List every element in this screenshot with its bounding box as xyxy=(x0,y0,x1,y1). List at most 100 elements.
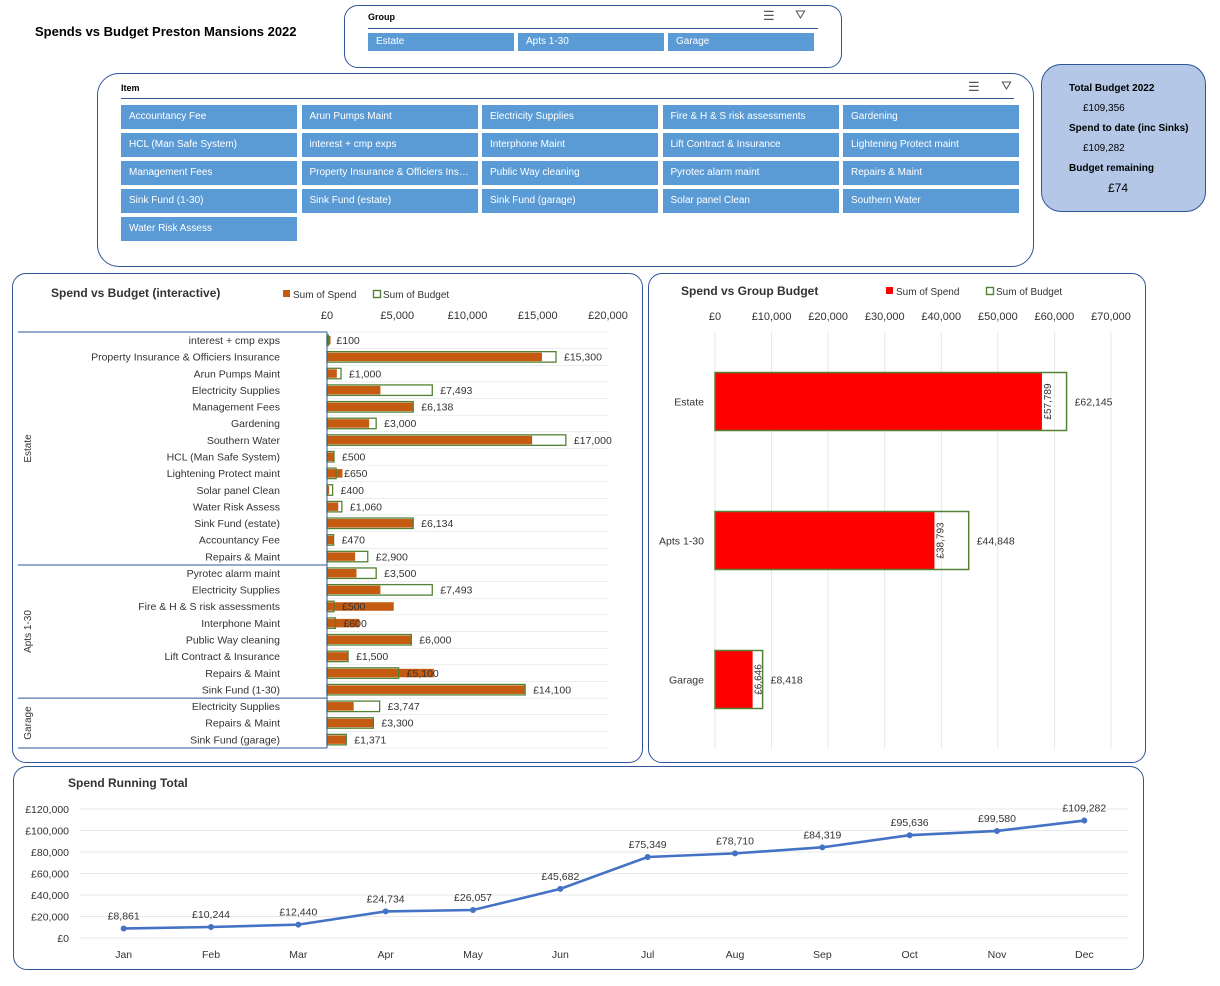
item-slicer-item-lift-contract-insurance[interactable]: Lift Contract & Insurance xyxy=(662,133,839,157)
data-label: £470 xyxy=(342,535,366,547)
budget-data-label: £62,145 xyxy=(1075,397,1113,409)
category-label: Lightening Protect maint xyxy=(167,468,280,480)
spend-data-label: £6,646 xyxy=(754,664,765,695)
item-slicer-item-interphone-maint[interactable]: Interphone Maint xyxy=(482,133,658,157)
y-tick-label: £0 xyxy=(57,933,69,945)
data-label: £24,734 xyxy=(367,893,405,905)
x-tick-label: £15,000 xyxy=(518,310,558,322)
data-label: £6,000 xyxy=(419,635,451,647)
category-label: Repairs & Maint xyxy=(205,551,280,563)
category-label: Gardening xyxy=(231,418,280,430)
spend-bar xyxy=(327,352,542,362)
item-slicer-item-hcl-man-safe-system[interactable]: HCL (Man Safe System) xyxy=(121,133,297,157)
category-label: Property Insurance & Officiers Insurance xyxy=(91,352,280,364)
category-label: Repairs & Maint xyxy=(205,668,280,680)
spend-running-total-plot: £0 £20,000 £40,000 £60,000 £80,000 £100,000 £1… xyxy=(25,803,1128,961)
data-label: £84,319 xyxy=(803,829,841,841)
x-tick-label: Jul xyxy=(641,949,654,961)
item-slicer-item-arun-pumps-maint[interactable]: Arun Pumps Maint xyxy=(301,105,478,129)
x-tick-label: Jun xyxy=(552,949,569,961)
spend-bar xyxy=(715,650,753,709)
item-slicer-item-sink-fund-estate[interactable]: Sink Fund (estate) xyxy=(301,189,478,213)
item-slicer-item-public-way-cleaning[interactable]: Public Way cleaning xyxy=(482,161,658,185)
data-label: £3,000 xyxy=(384,418,416,430)
item-slicer-item-gardening[interactable]: Gardening xyxy=(843,105,1019,129)
item-slicer-item-fire-h-s-risk-assessments[interactable]: Fire & H & S risk assessments xyxy=(662,105,839,129)
item-slicer-item-pyrotec-alarm-maint[interactable]: Pyrotec alarm maint xyxy=(662,161,839,185)
category-label: Electricity Supplies xyxy=(192,385,280,397)
item-slicer-item-solar-panel-clean[interactable]: Solar panel Clean xyxy=(662,189,839,213)
data-label: £8,861 xyxy=(108,910,140,922)
data-label: £3,747 xyxy=(388,701,420,713)
x-tick-label: Feb xyxy=(202,949,220,961)
x-tick-label: £10,000 xyxy=(448,310,488,322)
data-label: £17,000 xyxy=(574,435,612,447)
spend-bar xyxy=(327,419,370,428)
spend-bar xyxy=(327,519,414,528)
group-slicer-divider xyxy=(368,28,818,29)
data-label: £75,349 xyxy=(629,839,667,851)
spend-bar xyxy=(327,568,357,578)
data-point xyxy=(644,853,651,860)
item-slicer-item-water-risk-assess[interactable]: Water Risk Assess xyxy=(121,217,297,241)
item-slicer-header: Item xyxy=(121,83,140,93)
y-tick-label: £40,000 xyxy=(31,890,69,902)
data-label: £3,300 xyxy=(381,718,413,730)
data-point xyxy=(994,827,1000,834)
spend-bar xyxy=(715,372,1042,431)
total-budget-value: £109,356 xyxy=(1083,103,1125,114)
category-label: Sink Fund (garage) xyxy=(190,734,280,746)
x-tick-label: May xyxy=(463,949,484,961)
spend-running-total-chart: Spend Running Total £0 £20,000 £40,000 £60,… xyxy=(13,766,1144,970)
data-label: £500 xyxy=(342,451,366,463)
multi-select-icon[interactable]: ☰ xyxy=(763,8,775,23)
item-slicer-item-southern-water[interactable]: Southern Water xyxy=(843,189,1019,213)
category-label: interest + cmp exps xyxy=(189,335,280,347)
group-slicer-item-apts-1-30[interactable]: Apts 1-30 xyxy=(518,33,664,51)
spend-bar xyxy=(327,635,412,645)
category-label: Management Fees xyxy=(192,402,280,414)
category-label: Solar panel Clean xyxy=(197,485,281,497)
spend-bar xyxy=(327,469,343,478)
x-tick-label: Aug xyxy=(726,949,745,961)
item-slicer-item-management-fees[interactable]: Management Fees xyxy=(121,161,297,185)
legend-spend-label: Sum of Spend xyxy=(293,290,356,301)
group-slicer-header: Group xyxy=(368,12,395,22)
multi-select-icon[interactable]: ☰ xyxy=(968,79,980,94)
spend-vs-group-budget-plot: Sum of Spend Sum of Budget £0 £10,000 £20,00… xyxy=(659,286,1131,749)
spend-bar xyxy=(715,511,935,570)
spend-bar xyxy=(327,685,526,694)
item-slicer-item-property-insurance-officiers-insurance[interactable]: Property Insurance & Officiers Insurance xyxy=(301,161,478,185)
item-slicer-item-sink-fund-1-30[interactable]: Sink Fund (1-30) xyxy=(121,189,297,213)
x-tick-label: Oct xyxy=(901,949,917,961)
data-label: £10,244 xyxy=(192,909,230,921)
x-tick-label: £0 xyxy=(321,310,333,322)
item-slicer-item-interest-cmp-exps[interactable]: interest + cmp exps xyxy=(301,133,478,157)
spend-vs-budget-chart: Spend vs Budget (interactive) Sum of Spe… xyxy=(12,273,643,763)
total-budget-label: Total Budget 2022 xyxy=(1069,83,1155,94)
item-slicer-item-repairs-maint[interactable]: Repairs & Maint xyxy=(843,161,1019,185)
category-label: Electricity Supplies xyxy=(192,585,280,597)
x-tick-label: £50,000 xyxy=(978,311,1018,323)
group-slicer: Group ☰ ⛛ Estate Apts 1-30 Garage xyxy=(344,5,842,68)
group-slicer-item-estate[interactable]: Estate xyxy=(368,33,514,51)
budget-bar xyxy=(714,371,1068,432)
budget-remaining-value: £74 xyxy=(1108,181,1129,195)
data-label: £26,057 xyxy=(454,892,492,904)
item-slicer-item-accountancy-fee[interactable]: Accountancy Fee xyxy=(121,105,297,129)
clear-filter-icon[interactable]: ⛛ xyxy=(795,7,806,22)
y-tick-label: £120,000 xyxy=(25,804,69,816)
x-tick-label: Nov xyxy=(988,949,1007,961)
clear-filter-icon[interactable]: ⛛ xyxy=(1001,78,1012,93)
spend-bar xyxy=(327,402,414,412)
spend-data-label: £38,793 xyxy=(935,522,946,559)
item-slicer-item-sink-fund-garage[interactable]: Sink Fund (garage) xyxy=(482,189,658,213)
group-slicer-item-garage[interactable]: Garage xyxy=(668,33,814,51)
data-label: £600 xyxy=(343,618,367,630)
data-label: £6,138 xyxy=(421,402,453,414)
item-slicer-item-electricity-supplies[interactable]: Electricity Supplies xyxy=(482,105,658,129)
data-label: £99,580 xyxy=(978,813,1016,825)
chart-title: Spend vs Group Budget xyxy=(681,284,819,298)
data-point xyxy=(120,925,127,932)
item-slicer-item-lightening-protect-maint[interactable]: Lightening Protect maint xyxy=(843,133,1019,157)
